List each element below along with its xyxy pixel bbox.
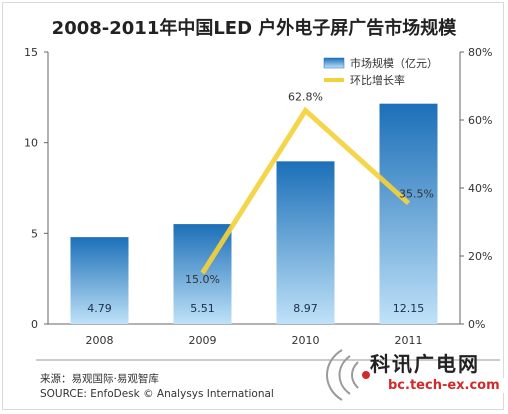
watermark-text: 科讯广电网 — [370, 352, 480, 376]
y-left-tick-label: 0 — [31, 318, 38, 331]
bar-data-label: 12.15 — [393, 302, 425, 315]
y-right-tick-label: 60% — [468, 114, 492, 127]
source-cn: 来源：易观国际·易观智库 — [40, 373, 159, 385]
y-right-tick-label: 80% — [468, 46, 492, 59]
line-data-label: 62.8% — [288, 90, 323, 103]
x-tick-label: 2008 — [86, 334, 114, 347]
x-tick-label: 2009 — [189, 334, 217, 347]
y-right-tick-label: 0% — [468, 318, 485, 331]
legend-label-bar: 市场规模（亿元） — [350, 56, 438, 70]
source-en: SOURCE: EnfoDesk © Analysys Internationa… — [40, 388, 274, 400]
y-left-tick-label: 5 — [31, 227, 38, 240]
y-right-tick-label: 20% — [468, 250, 492, 263]
line-data-label: 35.5% — [399, 187, 434, 200]
chart-title: 2008-2011年中国LED 户外电子屏广告市场规模 — [51, 18, 457, 39]
bar — [379, 103, 438, 325]
legend-label-line: 环比增长率 — [350, 73, 405, 87]
watermark-logo-icon — [326, 349, 370, 401]
growth-rate-line — [200, 106, 411, 275]
watermark-url: bc.tech-ex.com — [384, 378, 504, 393]
legend-swatch-bar — [323, 57, 345, 69]
x-tick-label: 2011 — [395, 334, 423, 347]
x-tick-label: 2010 — [292, 334, 320, 347]
y-left-tick-label: 15 — [24, 46, 38, 59]
bar — [70, 237, 129, 324]
y-right-tick-label: 40% — [468, 182, 492, 195]
line-data-label: 15.0% — [185, 273, 220, 286]
bar-data-label: 4.79 — [87, 302, 112, 315]
bar-data-label: 5.51 — [190, 302, 215, 315]
y-left-tick-label: 10 — [24, 137, 38, 150]
bar — [276, 161, 335, 324]
bar-data-label: 8.97 — [293, 302, 318, 315]
